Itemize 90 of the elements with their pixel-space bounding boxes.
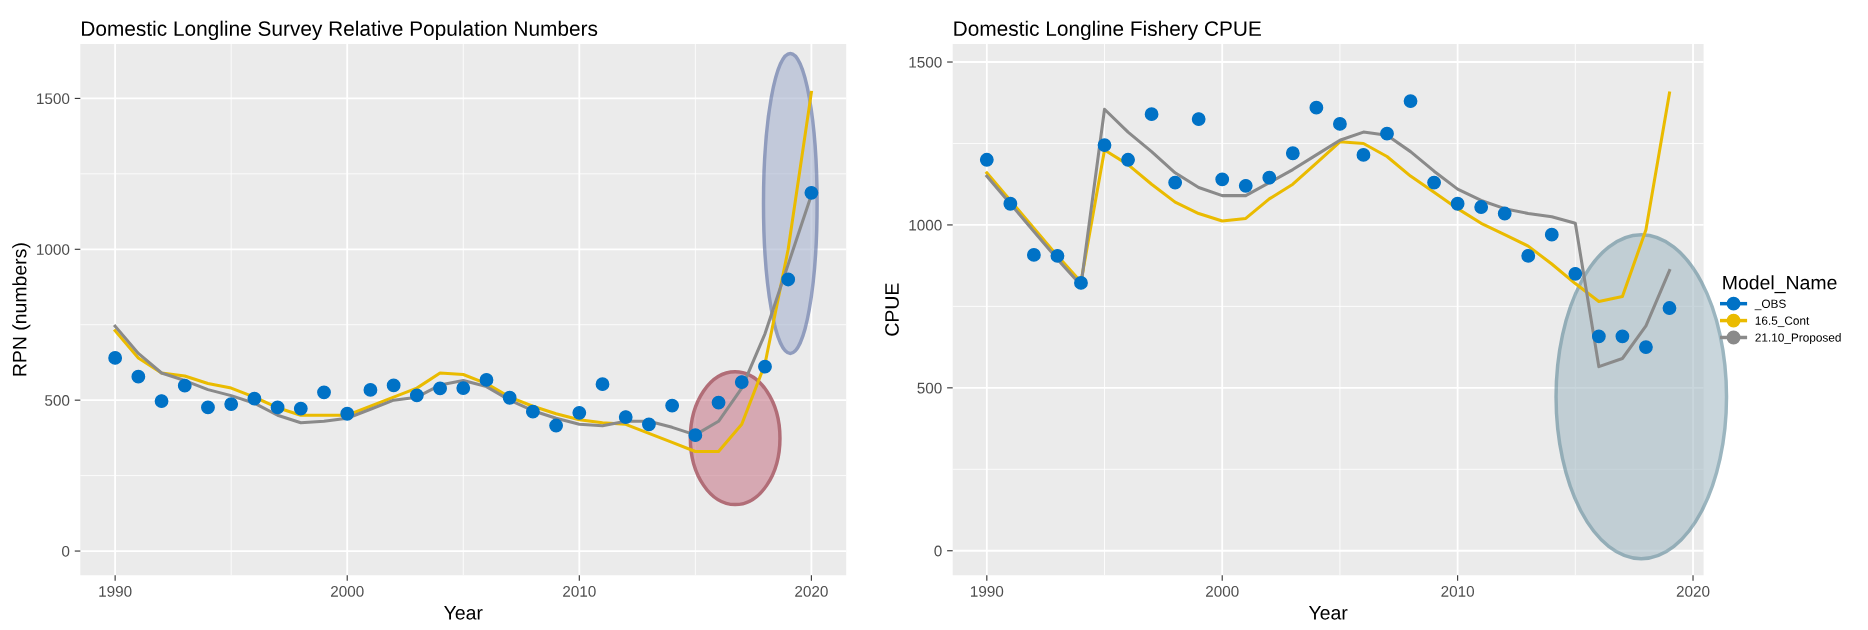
y-tick-label: 1000 <box>909 219 942 231</box>
point <box>1591 329 1606 344</box>
point <box>1615 329 1630 344</box>
point <box>340 406 355 421</box>
x-tick-label: 1990 <box>970 586 1004 597</box>
point <box>1238 178 1253 193</box>
x-tick-label: 2010 <box>563 586 596 597</box>
point <box>177 378 192 393</box>
point <box>363 383 378 397</box>
point <box>618 410 633 424</box>
point <box>1568 266 1583 281</box>
point <box>1074 276 1088 290</box>
point <box>572 405 587 420</box>
y-tick-label: 1000 <box>37 244 70 255</box>
point <box>502 390 517 405</box>
x-axis-title: Year <box>444 606 483 620</box>
y-tick-label: 1500 <box>909 56 942 68</box>
point <box>1427 175 1441 190</box>
point <box>317 385 331 400</box>
point <box>386 378 401 393</box>
point <box>1497 206 1512 221</box>
point <box>549 418 564 433</box>
point <box>1309 100 1324 115</box>
point <box>224 397 239 412</box>
point <box>1474 200 1489 214</box>
y-axis-title: CPUE <box>885 283 899 336</box>
point <box>1191 112 1206 126</box>
line-series <box>985 107 1672 369</box>
point <box>1403 94 1418 109</box>
point <box>711 395 726 410</box>
point <box>201 400 215 415</box>
point <box>1356 147 1371 162</box>
point <box>595 377 610 392</box>
point <box>1333 117 1347 131</box>
point <box>1662 301 1677 315</box>
y-tick-label: 0 <box>62 545 70 557</box>
point <box>1380 126 1394 141</box>
line-series <box>113 90 813 453</box>
point <box>1521 248 1536 263</box>
chart-title: Domestic Longline Survey Relative Population Numbers <box>82 20 598 41</box>
x-tick-label: 2000 <box>331 586 364 597</box>
point <box>1285 146 1300 161</box>
legend-label: _OBS <box>1754 299 1786 311</box>
point <box>433 381 447 396</box>
legend-title: Model_Name <box>1723 275 1837 294</box>
point <box>1121 152 1135 167</box>
point <box>108 351 123 365</box>
point <box>525 404 540 419</box>
line-series <box>985 91 1672 304</box>
y-tick-label: 0 <box>934 545 942 557</box>
point <box>154 394 169 408</box>
point <box>1639 340 1653 355</box>
x-tick-label: 2000 <box>1205 586 1239 597</box>
point <box>781 272 796 287</box>
point <box>1262 170 1277 185</box>
x-tick-label: 1990 <box>99 586 132 597</box>
point <box>1168 175 1183 190</box>
y-axis-title: RPN (numbers) <box>12 243 31 376</box>
point <box>665 398 680 413</box>
legend-label: 21.10_Proposed <box>1755 333 1841 345</box>
point <box>1215 172 1230 187</box>
point <box>688 428 703 443</box>
point <box>131 369 146 384</box>
y-tick-label: 500 <box>45 395 70 406</box>
point <box>979 152 994 167</box>
point <box>479 373 494 387</box>
point <box>734 375 749 389</box>
point <box>247 391 262 406</box>
point <box>804 185 819 200</box>
point <box>456 381 471 396</box>
point <box>1026 248 1041 262</box>
point <box>1144 107 1159 122</box>
point <box>1544 227 1559 242</box>
y-tick-label: 1500 <box>37 93 70 105</box>
x-axis-title: Year <box>1308 606 1348 620</box>
x-tick-label: 2020 <box>795 586 828 597</box>
point <box>758 359 772 374</box>
point <box>1097 138 1112 153</box>
point <box>409 388 424 403</box>
point <box>642 417 656 432</box>
x-tick-label: 2010 <box>1441 586 1475 597</box>
point <box>1003 196 1018 211</box>
chart-title: Domestic Longline Fishery CPUE <box>954 20 1261 41</box>
x-tick-label: 2020 <box>1676 586 1710 597</box>
point <box>270 400 285 415</box>
point <box>1050 248 1065 263</box>
legend-label: 16.5_Cont <box>1755 316 1810 328</box>
point <box>1450 196 1465 211</box>
point <box>293 401 308 416</box>
y-tick-label: 500 <box>917 382 942 394</box>
